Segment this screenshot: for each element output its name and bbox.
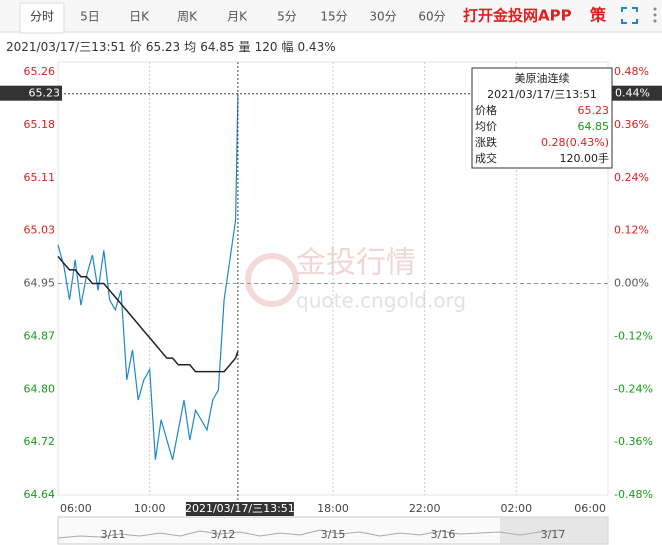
- last-price-box: [0, 85, 62, 101]
- y-tick-label: 65.03: [24, 224, 56, 237]
- x-tick-label: 18:00: [317, 502, 349, 515]
- info-label: 均: [184, 40, 197, 54]
- last-pct-label: 0.44%: [615, 87, 650, 100]
- y2-tick-label: 0.24%: [614, 171, 649, 184]
- info-value: 64.85: [200, 40, 235, 54]
- y-tick-label: 64.72: [24, 435, 56, 448]
- tooltip-box: [471, 67, 613, 169]
- tooltip-label: 涨跌: [475, 135, 497, 149]
- tooltip-label: 价格: [475, 103, 497, 117]
- tooltip-time: 2021/03/17/三13:51: [487, 88, 597, 101]
- y-tick-label: 64.64: [24, 488, 56, 501]
- series-line: [57, 93, 239, 460]
- crosshair-label-box: [185, 502, 294, 516]
- tab[interactable]: 分时: [30, 10, 54, 24]
- navigator-label: 3/16: [431, 528, 456, 541]
- selected-tab: [19, 2, 65, 34]
- info-value: 65.23: [145, 40, 181, 54]
- last-price-label: 65.23: [29, 87, 61, 100]
- y-tick-label: 64.87: [24, 329, 56, 342]
- info-time: 2021/03/17/三13:51: [6, 40, 126, 54]
- tab[interactable]: 周K: [177, 10, 198, 24]
- tab[interactable]: 5日: [80, 10, 100, 24]
- tooltip-value: 65.23: [578, 104, 610, 117]
- y-tick-label: 64.80: [24, 382, 56, 395]
- y2-tick-label: -0.24%: [614, 382, 653, 395]
- watermark-title: 金投行情: [296, 246, 416, 281]
- x-tick-label: 02:00: [500, 502, 532, 515]
- series-line: [57, 255, 239, 373]
- x-tick-label: 06:00: [60, 502, 92, 515]
- watermark-url: quote.cngold.org: [296, 289, 466, 313]
- navigator-label: 3/15: [321, 528, 346, 541]
- info-label: 量: [238, 40, 251, 54]
- info-value: 120: [254, 40, 278, 54]
- x-tick-label: 22:00: [409, 502, 441, 515]
- tab[interactable]: 30分: [369, 10, 396, 24]
- info-value: 0.43%: [297, 40, 336, 54]
- y2-tick-label: -0.48%: [614, 488, 653, 501]
- y2-tick-label: 0.00%: [614, 277, 649, 290]
- tab[interactable]: 60分: [418, 10, 445, 24]
- tooltip-label: 成交: [475, 151, 497, 165]
- tooltip-label: 均价: [475, 120, 497, 133]
- navigator-line: [57, 529, 561, 539]
- y-tick-label: 65.11: [24, 171, 56, 184]
- y2-tick-label: 0.12%: [614, 224, 649, 237]
- tab-bar: [0, 0, 662, 32]
- tooltip-value: 64.85: [578, 120, 610, 133]
- fullscreen-icon[interactable]: [621, 7, 638, 24]
- y2-tick-label: 0.36%: [614, 118, 649, 131]
- crosshair-label: 2021/03/17/三13:51: [185, 502, 295, 515]
- tab[interactable]: 5分: [277, 10, 297, 24]
- watermark: 金投行情 quote.cngold.org: [245, 246, 466, 313]
- navigator-label: 3/17: [541, 528, 566, 541]
- tab[interactable]: 15分: [320, 10, 347, 24]
- navigator-label: 3/11: [101, 528, 126, 541]
- info-line: 2021/03/17/三13:51 价 65.23 均 64.85 量 120 幅 0.43%: [6, 38, 340, 55]
- y2-tick-label: -0.36%: [614, 435, 653, 448]
- promo[interactable]: 打开金投网APP: [463, 7, 572, 25]
- tab[interactable]: 日K: [129, 10, 150, 24]
- tooltip-value: 120.00手: [560, 151, 610, 165]
- y-tick-label: 65.26: [24, 65, 56, 78]
- tooltip-title: 美原油连续: [515, 71, 570, 85]
- info-label: 幅: [281, 40, 294, 54]
- last-pct-box: [612, 85, 662, 101]
- y2-tick-label: 0.48%: [614, 65, 649, 78]
- y-tick-label: 64.95: [24, 277, 56, 290]
- info-label: 价: [129, 40, 142, 54]
- menu-icon[interactable]: [653, 7, 657, 23]
- tooltip-value: 0.28(0.43%): [541, 136, 609, 149]
- y-tick-label: 65.18: [24, 118, 56, 131]
- y2-tick-label: -0.12%: [614, 329, 653, 342]
- tab[interactable]: 月K: [227, 10, 248, 24]
- x-tick-label: 06:00: [574, 502, 606, 515]
- strategy[interactable]: 策: [589, 6, 607, 25]
- x-tick-label: 10:00: [134, 502, 166, 515]
- tooltip: 美原油连续 2021/03/17/三13:51 价格 65.23 均价 64.85 涨跌 0.…: [471, 67, 613, 169]
- navigator-label: 3/12: [211, 528, 236, 541]
